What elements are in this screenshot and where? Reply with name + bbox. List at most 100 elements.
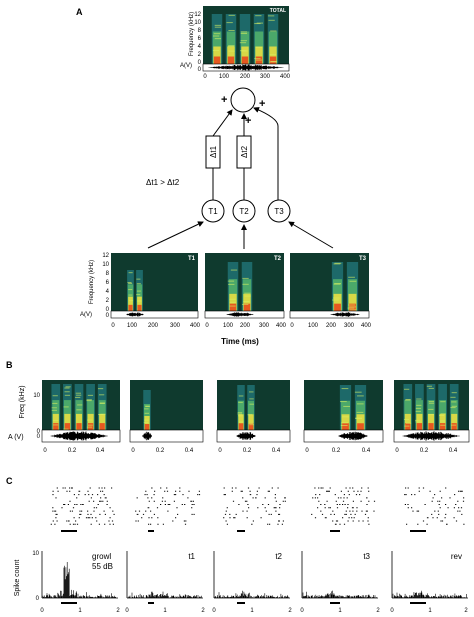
harmonic-band [450,407,456,409]
harmonic-band [137,300,142,302]
harmonic-stack [229,303,237,311]
harmonic-band [51,409,57,411]
x-tick: 100 [223,323,234,329]
component-x-ticks: 0 100 200 300 400 0 100 200 300 400 0 10… [111,323,371,329]
harmonic-band [144,419,149,421]
harmonic-band [249,398,254,400]
waveform-trace [126,312,144,317]
harmonic-band [212,49,220,51]
harmonic-band [405,399,411,401]
waveform [50,431,108,441]
stim-rev: rev 0 1 2 [390,487,468,614]
harmonic-stack [341,414,350,430]
spike-ticks [135,487,201,525]
harmonic-stack [52,413,59,430]
x-tick: 200 [326,323,337,329]
harmonic-band [238,415,243,417]
harmonic-band [227,280,235,282]
harmonic-band [428,401,435,403]
harmonic-band [128,289,133,291]
waveform [142,431,152,441]
harmonic-band [136,283,141,285]
total-x-ticks: 0 100 200 300 400 [203,74,290,80]
harmonic-band [333,263,341,265]
x-tick: 200 [240,323,251,329]
harmonic-band [416,404,422,406]
harmonic-band [332,299,339,301]
harmonic-band [240,31,248,33]
harmonic-band [52,395,58,397]
harmonic-band [228,50,235,52]
plus-sign: + [259,98,265,110]
harmonic-band [86,426,93,428]
harmonic-stack [241,56,249,64]
harmonic-stack [243,303,251,311]
harmonic-band [76,394,82,396]
waveform-trace [142,431,152,441]
harmonic-stack [248,423,254,430]
harmonic-stack [76,423,82,430]
harmonic-band [428,408,434,410]
harmonic-band [242,283,249,285]
x-tick: 0.4 [185,448,194,454]
x-tick: 300 [344,323,355,329]
x-tick: 0.2 [332,448,341,454]
harmonic-band [127,281,132,283]
harmonic-band [63,406,69,408]
harmonic-stack [416,423,423,430]
stim-name: t3 [363,552,370,561]
harmonic-band [228,283,235,285]
harmonic-band [229,301,236,303]
plus-sign: + [245,115,251,127]
harmonic-band [244,295,251,297]
stimulus-bar [237,602,245,604]
harmonic-band [51,407,57,409]
spectrogram-energy [51,384,107,431]
x-tick: 100 [219,74,230,80]
harmonic-band [64,394,71,396]
panel-b-rev: 0 0.2 0.4 [393,380,470,454]
harmonic-band [249,424,254,426]
harmonic-stack [128,304,133,311]
panel-c: Spike count 10 0 growl 55 dB 0 1 2 t1 0 … [14,487,468,614]
harmonic-band [440,424,446,426]
harmonic-band [332,297,340,299]
harmonic-band [237,413,243,415]
waveform [208,64,284,71]
harmonic-band [87,394,94,396]
harmonic-band [348,276,355,278]
harmonic-stack [213,46,221,64]
harmonic-band [238,395,244,397]
freq-axis-label: Freq (kHz) [19,385,26,418]
harmonic-band [240,33,248,35]
component-spectrograms: Frequency (kHz) A(V) 0 2 4 6 8 10 12 0 T… [80,253,372,346]
harmonic-band [52,402,58,404]
harmonic-band [334,283,341,285]
harmonic-band [248,422,254,424]
y-tick: 0 [106,307,110,313]
harmonic-band [440,401,446,403]
x-tick: 0 [300,608,304,614]
harmonic-stack [248,414,254,430]
y-tick: 12 [194,12,201,18]
node-t3 [267,199,291,223]
x-tick: 200 [240,74,251,80]
harmonic-band [237,412,243,414]
psth-bars [392,590,467,598]
x-tick: 0 [395,448,399,454]
harmonic-band [428,402,435,404]
y-tick: 2 [198,52,202,58]
harmonic-band [239,421,244,423]
psth-bars [42,562,117,598]
stimulus-bar [410,602,426,604]
harmonic-stack [255,46,263,64]
panel-b-t3: 0 0.2 0.4 [303,380,384,454]
harmonic-band [244,292,251,294]
x-tick: 300 [170,323,181,329]
panel-b: Freq (kHz) A (V) 0 10 0 0 0.2 0.4 0 0.2 … [8,380,470,454]
x-tick: 300 [259,323,270,329]
spectrogram-energy [211,14,279,64]
harmonic-stack [75,413,83,430]
harmonic-band [451,392,457,394]
y-tick: 10 [32,551,39,557]
